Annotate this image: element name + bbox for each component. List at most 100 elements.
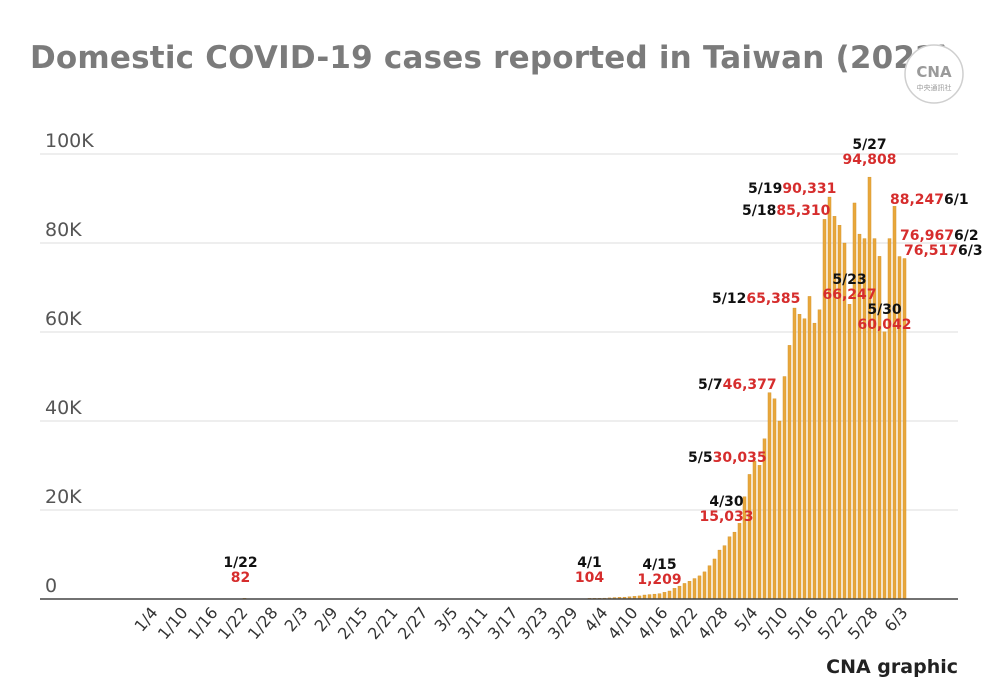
annotation-date: 5/18 (742, 203, 776, 219)
bar (782, 376, 787, 600)
x-tick-label: 3/29 (544, 603, 582, 643)
annotation-value: 85,310 (776, 203, 830, 219)
y-tick-label: 60K (45, 308, 82, 330)
bar (677, 585, 682, 600)
annotation-date: 5/30 (867, 302, 902, 318)
x-tick-label: 2/15 (334, 603, 372, 643)
annotation-date: 1/22 (223, 555, 257, 571)
x-tick-label: 5/10 (754, 603, 792, 643)
y-tick-label: 20K (45, 486, 82, 508)
bar (892, 206, 897, 600)
x-tick-label: 5/16 (784, 603, 822, 643)
x-tick-label: 3/23 (514, 603, 552, 643)
bar (757, 465, 762, 600)
annotation-date: 5/12 (712, 291, 746, 307)
annotation-label: 76,5176/3 (904, 243, 983, 259)
annotation: 5/1265,385 (712, 291, 800, 307)
bar (807, 296, 812, 600)
annotation-label: 5/1885,310 (742, 203, 831, 219)
bar (662, 592, 667, 600)
x-tick-label: 3/11 (454, 603, 492, 643)
bar (687, 581, 692, 600)
annotation-label: 5/1990,331 (748, 181, 836, 197)
annotation-value: 104 (575, 570, 604, 586)
x-tick-label: 1/22 (214, 603, 252, 643)
x-tick-label: 2/21 (364, 603, 402, 643)
annotation: 76,5176/3 (904, 243, 983, 259)
annotation-value: 1,209 (637, 572, 681, 588)
bar (737, 523, 742, 600)
x-tick-label: 4/10 (604, 603, 642, 643)
bar (732, 531, 737, 600)
logo-text: CNA (916, 63, 952, 81)
bar (802, 318, 807, 600)
annotation-date: 4/1 (577, 555, 602, 571)
y-tick-label: 100K (45, 130, 94, 152)
bar (852, 202, 857, 600)
bar (822, 219, 827, 600)
x-tick-label: 1/16 (184, 603, 222, 643)
bar (812, 322, 817, 600)
bar (707, 565, 712, 600)
annotation-date: 6/3 (958, 243, 983, 259)
x-tick-label: 5/22 (814, 603, 852, 643)
x-tick-label: 4/22 (664, 603, 702, 643)
bar (747, 474, 752, 600)
bar (777, 420, 782, 600)
bar (727, 536, 732, 600)
x-tick-label: 6/3 (880, 603, 911, 635)
x-tick-label: 4/28 (694, 603, 732, 643)
bar (697, 575, 702, 600)
bar (772, 398, 777, 600)
x-axis-ticks: 1/41/101/161/221/282/32/92/152/212/273/5… (130, 603, 911, 643)
annotation-date: 6/2 (954, 228, 979, 244)
bar (692, 578, 697, 600)
bar (817, 309, 822, 600)
bar (657, 593, 662, 600)
annotation-date: 5/23 (832, 272, 866, 288)
bar (847, 304, 852, 600)
bar (717, 549, 722, 600)
annotation-value: 82 (231, 570, 250, 586)
annotation: 5/1990,331 (748, 181, 836, 197)
annotation-date: 5/19 (748, 181, 782, 197)
bar (882, 331, 887, 600)
cna-logo-icon: CNA 中央通訊社 (904, 44, 964, 104)
annotation: 76,9676/2 (900, 228, 979, 244)
bar (827, 196, 832, 600)
y-tick-label: 40K (45, 397, 82, 419)
bar (752, 460, 757, 600)
annotation-value: 76,967 (900, 228, 954, 244)
annotation-label: 76,9676/2 (900, 228, 979, 244)
bar (887, 238, 892, 600)
bar (767, 392, 772, 600)
y-tick-label: 80K (45, 219, 82, 241)
x-tick-label: 1/10 (154, 603, 192, 643)
chart-title: Domestic COVID-19 cases reported in Taiw… (30, 40, 952, 76)
annotation-label: 5/1265,385 (712, 291, 800, 307)
annotation-value: 65,385 (746, 291, 800, 307)
x-tick-label: 4/16 (634, 603, 672, 643)
annotation-value: 66,247 (822, 287, 876, 303)
bar (722, 545, 727, 600)
annotation-value: 60,042 (857, 317, 911, 333)
bar (867, 176, 872, 600)
annotation-date: 5/5 (688, 450, 713, 466)
bar (667, 590, 672, 600)
annotation-value: 76,517 (904, 243, 958, 259)
annotation-label: 5/530,035 (688, 450, 767, 466)
annotation: 88,2476/1 (890, 192, 969, 208)
annotation-value: 46,377 (723, 377, 777, 393)
y-axis-ticks: 0 20K 40K 60K 80K 100K (45, 130, 94, 597)
bar (902, 258, 907, 600)
annotation-value: 30,035 (713, 450, 767, 466)
annotation: 4/151,209 (637, 557, 681, 588)
annotation-value: 90,331 (782, 181, 836, 197)
